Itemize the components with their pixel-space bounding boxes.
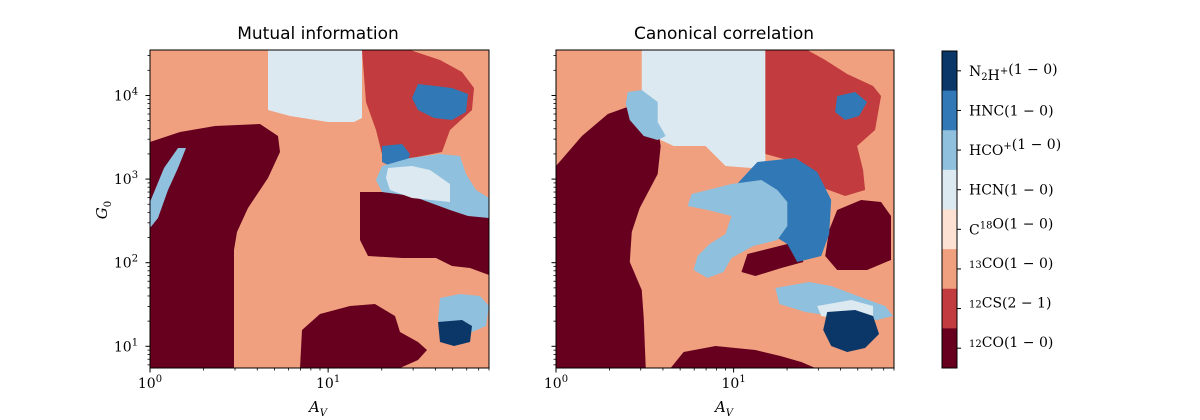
heatmap-region-12co	[360, 192, 489, 275]
x-tick-label: 100	[138, 374, 162, 392]
y-tick-label: 101	[114, 337, 138, 355]
heatmap-region-hcoplus	[150, 148, 186, 228]
y-tick-label: 103	[114, 170, 138, 188]
colorbar-segment-c18o	[942, 209, 957, 250]
heatmap-region-12co	[741, 244, 804, 276]
chart-title: Canonical correlation	[634, 24, 814, 44]
x-tick-label: 101	[316, 374, 340, 392]
colorbar-label: HNC(1 − 0)	[969, 103, 1054, 119]
heatmap-plot-area	[150, 50, 489, 368]
heatmap-mutual-information: Mutual information 100 101 101 102 103 104 G0…	[93, 24, 490, 419]
colorbar-segment-12co	[942, 328, 957, 369]
heatmap-region-hnc	[835, 92, 868, 120]
colorbar-label: 13CO(1 − 0)	[969, 256, 1053, 272]
colorbar-label: 12CO(1 − 0)	[969, 335, 1053, 351]
heatmap-region-hcn	[386, 166, 450, 202]
colorbar-label: HCO+(1 − 0)	[969, 137, 1061, 159]
colorbar-frame	[941, 50, 958, 369]
colorbar-segment-12cs	[942, 288, 957, 329]
colorbar-segment-hcoplus	[942, 130, 957, 171]
y-tick-label: 102	[114, 254, 138, 272]
y-axis-label: G0	[93, 201, 114, 219]
heatmap-region-hcn	[641, 50, 766, 168]
x-tick-label: 101	[722, 374, 746, 392]
heatmap-region-12co	[670, 346, 816, 368]
colorbar-label: C18O(1 − 0)	[969, 216, 1053, 238]
colorbar-legend: N2H+(1 − 0) HNC(1 − 0) HCO+(1 − 0) HCN(1 − …	[941, 50, 1061, 369]
plot-frame	[149, 49, 490, 369]
heatmap-region-hnc	[412, 84, 468, 120]
axis-ticks: 100 101	[544, 55, 895, 392]
x-tick-label: 100	[544, 374, 568, 392]
colorbar-segment-hnc	[942, 90, 957, 131]
y-tick-label: 104	[114, 86, 138, 104]
colorbar-segment-13co	[942, 249, 957, 290]
plot-frame	[555, 49, 895, 369]
x-axis-label: AV	[713, 398, 735, 419]
heatmap-region-hcoplus	[687, 180, 788, 278]
axis-ticks: 100 101 101 102 103 104	[114, 55, 490, 392]
heatmap-plot-area	[556, 50, 894, 368]
heatmap-region-n2hplus	[438, 320, 472, 346]
heatmap-region-n2hplus	[823, 310, 880, 352]
colorbar-label: N2H+(1 − 0)	[969, 62, 1058, 84]
colorbar-segment-hcn	[942, 169, 957, 210]
heatmap-region-12co	[556, 104, 661, 368]
colorbar-label: 12CS(2 − 1)	[969, 296, 1051, 312]
chart-title: Mutual information	[237, 24, 399, 44]
heatmap-region-hcn	[268, 50, 362, 122]
x-axis-label: AV	[307, 398, 329, 419]
heatmap-region-12co	[300, 304, 427, 368]
heatmap-region-12co	[825, 200, 892, 270]
heatmap-region-hcoplus	[625, 90, 666, 140]
heatmap-region-12co	[150, 124, 280, 368]
heatmap-canonical-correlation: Canonical correlation 100 101 AV	[544, 24, 895, 419]
colorbar-label: HCN(1 − 0)	[969, 183, 1054, 199]
colorbar-segment-n2hplus	[942, 51, 957, 92]
